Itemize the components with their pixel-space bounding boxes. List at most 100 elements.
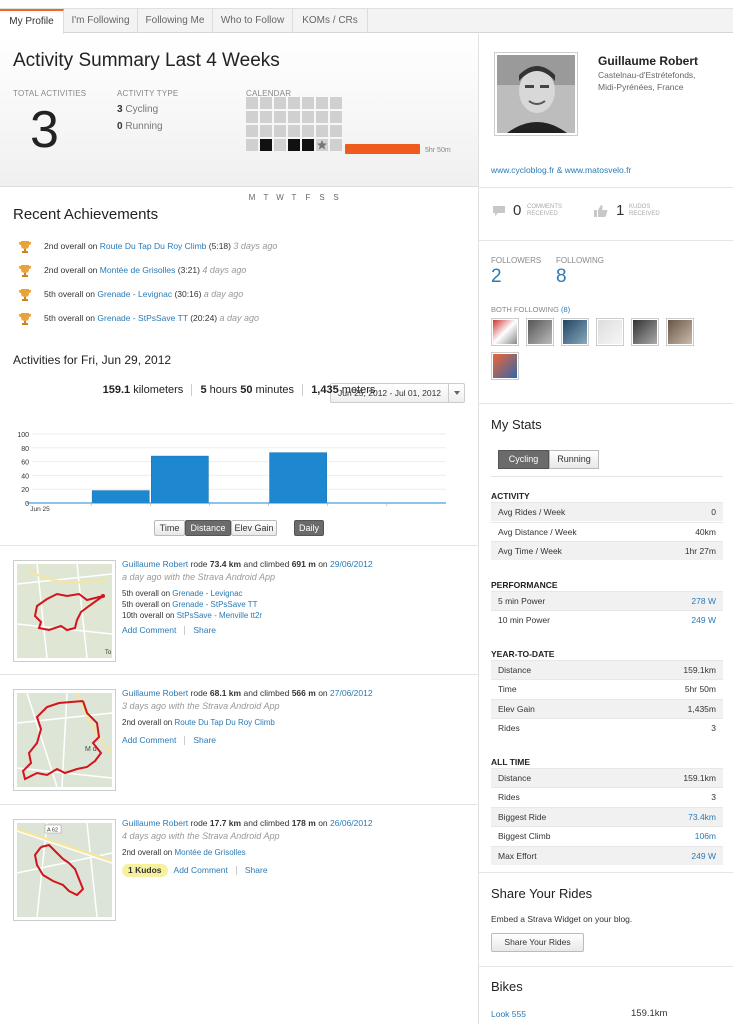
blog-link[interactable]: www.cycloblog.fr — [491, 165, 555, 175]
athlete-region: Midi-Pyrénées, France — [598, 82, 684, 92]
calendar-day-cell[interactable] — [246, 125, 258, 137]
calendar-day-cell[interactable] — [302, 139, 314, 151]
share-link[interactable]: Share — [244, 865, 268, 875]
segment-link[interactable]: Grenade - StPsSave TT — [97, 313, 188, 323]
activity-headline: Guillaume Robert rode 68.1 km and climbe… — [122, 687, 373, 700]
segment-link[interactable]: StPsSave - Menville tt2r — [176, 611, 263, 620]
follower-avatar[interactable] — [491, 318, 519, 346]
calendar-day-cell[interactable] — [316, 97, 328, 109]
calendar-day-cell[interactable] — [274, 97, 286, 109]
calendar-day-cell[interactable] — [288, 139, 300, 151]
calendar-day-cell[interactable] — [260, 139, 272, 151]
calendar-day-cell[interactable] — [274, 139, 286, 151]
calendar-day-cell[interactable] — [330, 97, 342, 109]
daily-button[interactable]: Daily — [294, 520, 324, 536]
tab-my-profile[interactable]: My Profile — [0, 9, 64, 35]
tab-who-to-follow[interactable]: Who to Follow — [213, 9, 293, 33]
route-map[interactable]: M d — [13, 689, 116, 791]
stat-value[interactable]: 249 W — [691, 615, 716, 625]
calendar-day-cell[interactable] — [316, 125, 328, 137]
calendar-day: F — [305, 193, 311, 202]
follower-avatar[interactable] — [596, 318, 624, 346]
hours-label: hours — [209, 384, 238, 396]
divider — [184, 736, 186, 746]
activity-via: with the Strava Android App — [168, 831, 280, 841]
calendar-day-cell[interactable] — [260, 111, 272, 123]
athlete-link[interactable]: Guillaume Robert — [122, 818, 189, 828]
blog-link[interactable]: www.matosvelo.fr — [564, 165, 632, 175]
activity-date-link[interactable]: 26/06/2012 — [330, 818, 373, 828]
rank-text: 5th overall on — [44, 289, 96, 299]
stat-value[interactable]: 249 W — [691, 850, 716, 861]
segment-link[interactable]: Grenade - Levignac — [97, 289, 173, 299]
tab-following-me[interactable]: Following Me — [138, 9, 213, 33]
athlete-link[interactable]: Guillaume Robert — [122, 688, 189, 698]
kudos-badge[interactable]: 1 Kudos — [122, 864, 168, 877]
date-range-select[interactable]: Jun 25, 2012 - Jul 01, 2012 — [330, 383, 465, 403]
calendar-day-cell[interactable] — [302, 125, 314, 137]
calendar-day: S — [333, 193, 339, 202]
segment-link[interactable]: Montée de Grisolles — [174, 848, 246, 857]
tab-koms-crs[interactable]: KOMs / CRs — [293, 9, 368, 33]
calendar-day-cell[interactable] — [246, 111, 258, 123]
stat-value[interactable]: 106m — [694, 831, 716, 841]
athlete-link[interactable]: Guillaume Robert — [122, 559, 189, 569]
route-map[interactable]: A 62 — [13, 819, 116, 921]
calendar-day-cell[interactable] — [260, 125, 272, 137]
bike-distance: 159.1km — [631, 1008, 668, 1019]
segment-link[interactable]: Route Du Tap Du Roy Climb — [99, 241, 207, 251]
y-tick-label: 80 — [21, 446, 29, 453]
tab-im-following[interactable]: I'm Following — [64, 9, 138, 33]
calendar-day-cell[interactable] — [316, 111, 328, 123]
calendar-day-cell[interactable] — [330, 139, 342, 151]
time-button[interactable]: Time — [154, 520, 185, 536]
share-link[interactable]: Share — [193, 735, 217, 745]
avatar[interactable] — [494, 52, 578, 136]
both-following-count[interactable]: (8) — [561, 305, 571, 314]
calendar-day-cell[interactable] — [246, 139, 258, 151]
share-link[interactable]: Share — [193, 625, 217, 635]
calendar-day-cell[interactable] — [288, 111, 300, 123]
followers-count[interactable]: 2 — [491, 266, 502, 287]
activity-summary: Activity Summary Last 4 Weeks TOTAL ACTI… — [0, 34, 478, 202]
following-count[interactable]: 8 — [556, 266, 567, 287]
calendar-day-cell[interactable] — [330, 111, 342, 123]
running-stats-tab[interactable]: Running — [549, 450, 599, 469]
follower-avatar[interactable] — [561, 318, 589, 346]
calendar-day-cell[interactable] — [288, 125, 300, 137]
share-rides-button[interactable]: Share Your Rides — [491, 933, 584, 952]
follower-avatar[interactable] — [526, 318, 554, 346]
add-comment-link[interactable]: Add Comment — [173, 865, 228, 875]
stat-value[interactable]: 278 W — [691, 595, 716, 606]
add-comment-link[interactable]: Add Comment — [122, 735, 177, 745]
calendar-day-cell[interactable] — [274, 125, 286, 137]
calendar-day-cell[interactable] — [316, 139, 328, 151]
calendar-day-cell[interactable] — [302, 111, 314, 123]
segment-link[interactable]: Route Du Tap Du Roy Climb — [174, 718, 275, 727]
cycling-stats-tab[interactable]: Cycling — [498, 450, 549, 469]
elev-gain-button[interactable]: Elev Gain — [231, 520, 277, 536]
distance-button[interactable]: Distance — [185, 520, 231, 536]
bike-link[interactable]: Look 555 — [491, 1009, 526, 1019]
follower-avatar[interactable] — [666, 318, 694, 346]
calendar-day-cell[interactable] — [330, 125, 342, 137]
route-map[interactable]: To — [13, 560, 116, 662]
segment-link[interactable]: Montée de Grisolles — [99, 265, 176, 275]
calendar-day-cell[interactable] — [288, 97, 300, 109]
activity-details: Guillaume Robert rode 17.7 km and climbe… — [122, 817, 373, 877]
activity-date-link[interactable]: 29/06/2012 — [330, 559, 373, 569]
segment-link[interactable]: Grenade - Levignac — [172, 589, 243, 598]
activity-date-link[interactable]: 27/06/2012 — [330, 688, 373, 698]
follower-avatar[interactable] — [631, 318, 659, 346]
calendar-day-cell[interactable] — [274, 111, 286, 123]
ride-distance: 68.1 km — [209, 688, 242, 698]
calendar-day-cell[interactable] — [246, 97, 258, 109]
segment-link[interactable]: Grenade - StPsSave TT — [172, 600, 258, 609]
calendar-day-cell[interactable] — [302, 97, 314, 109]
add-comment-link[interactable]: Add Comment — [122, 625, 177, 635]
route-map-image: To — [17, 564, 112, 658]
calendar-day-cell[interactable] — [260, 97, 272, 109]
follower-avatar[interactable] — [491, 352, 519, 380]
stat-value[interactable]: 73.4km — [688, 811, 716, 822]
stat-value: 1,435m — [687, 703, 716, 714]
